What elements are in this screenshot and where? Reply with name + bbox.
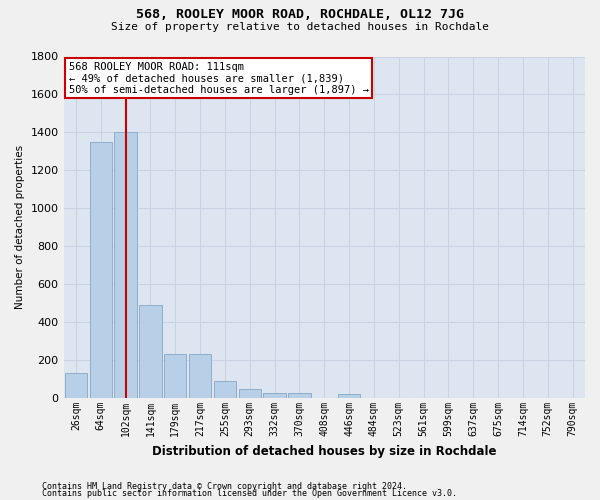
Bar (65, 372, 87, 398)
Bar (239, 389, 261, 398)
Bar (338, 394, 360, 398)
X-axis label: Distribution of detached houses by size in Rochdale: Distribution of detached houses by size … (152, 444, 497, 458)
Y-axis label: Number of detached properties: Number of detached properties (15, 146, 25, 310)
Bar (189, 354, 211, 398)
Text: Contains public sector information licensed under the Open Government Licence v3: Contains public sector information licen… (42, 489, 457, 498)
Bar (288, 394, 311, 398)
Bar (139, 305, 161, 398)
Text: 568, ROOLEY MOOR ROAD, ROCHDALE, OL12 7JG: 568, ROOLEY MOOR ROAD, ROCHDALE, OL12 7J… (136, 8, 464, 20)
Bar (263, 393, 286, 398)
Bar (164, 354, 187, 398)
Text: Contains HM Land Registry data © Crown copyright and database right 2024.: Contains HM Land Registry data © Crown c… (42, 482, 407, 491)
Bar (89, 142, 112, 398)
Text: 568 ROOLEY MOOR ROAD: 111sqm
← 49% of detached houses are smaller (1,839)
50% of: 568 ROOLEY MOOR ROAD: 111sqm ← 49% of de… (69, 62, 369, 95)
Bar (214, 381, 236, 398)
Bar (115, 132, 137, 398)
Text: Size of property relative to detached houses in Rochdale: Size of property relative to detached ho… (111, 22, 489, 32)
